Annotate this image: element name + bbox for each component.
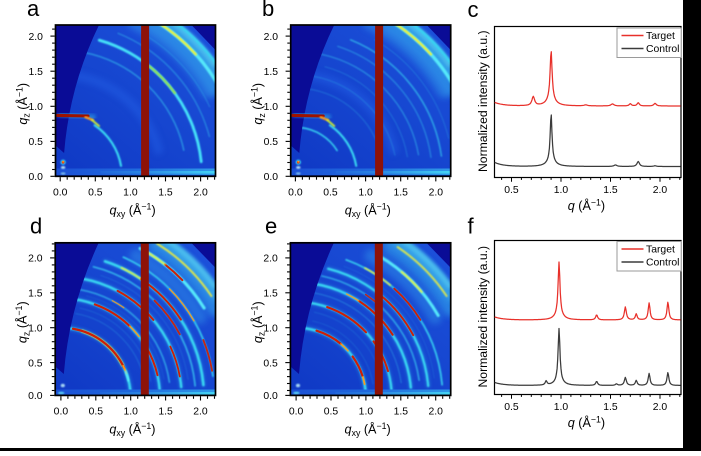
svg-text:0.5: 0.5: [323, 188, 338, 199]
svg-text:q (Å−1): q (Å−1): [568, 414, 605, 430]
svg-text:f: f: [468, 214, 475, 239]
svg-text:Normalized intensity (a.u.): Normalized intensity (a.u.): [476, 30, 490, 172]
svg-text:Normalized intensity (a.u.): Normalized intensity (a.u.): [476, 246, 490, 388]
svg-text:0.0: 0.0: [54, 407, 69, 418]
svg-text:qxy (Å−1): qxy (Å−1): [345, 421, 391, 438]
svg-text:qxy (Å−1): qxy (Å−1): [109, 421, 155, 438]
svg-text:1.0: 1.0: [358, 188, 373, 199]
svg-text:2.0: 2.0: [193, 188, 208, 199]
svg-text:0.0: 0.0: [263, 391, 278, 402]
svg-text:1.0: 1.0: [28, 102, 43, 113]
svg-text:2.0: 2.0: [428, 407, 443, 418]
svg-text:e: e: [265, 214, 277, 239]
svg-text:2.0: 2.0: [653, 402, 668, 413]
svg-text:2.0: 2.0: [429, 188, 444, 199]
svg-text:0.5: 0.5: [263, 358, 278, 369]
svg-text:1.5: 1.5: [603, 402, 618, 413]
svg-text:qz (Å−1): qz (Å−1): [250, 83, 267, 125]
svg-text:1.0: 1.0: [264, 102, 279, 113]
svg-text:1.5: 1.5: [158, 407, 173, 418]
svg-text:1.0: 1.0: [263, 323, 278, 334]
svg-text:1.5: 1.5: [158, 188, 173, 199]
svg-text:a: a: [27, 0, 40, 21]
svg-text:1.5: 1.5: [263, 289, 278, 300]
svg-text:Control: Control: [646, 258, 680, 269]
svg-text:b: b: [262, 0, 274, 21]
svg-text:0.0: 0.0: [28, 172, 43, 183]
svg-text:0.5: 0.5: [264, 137, 279, 148]
svg-text:0.0: 0.0: [288, 188, 303, 199]
svg-text:0.5: 0.5: [324, 407, 339, 418]
svg-text:qz (Å−1): qz (Å−1): [249, 301, 266, 343]
svg-text:1.0: 1.0: [554, 185, 569, 196]
svg-text:d: d: [30, 214, 42, 239]
svg-text:Control: Control: [646, 44, 680, 55]
svg-text:0.5: 0.5: [89, 407, 104, 418]
svg-text:2.0: 2.0: [653, 185, 668, 196]
svg-text:q (Å−1): q (Å−1): [568, 197, 605, 213]
svg-text:1.0: 1.0: [123, 188, 138, 199]
svg-text:2.0: 2.0: [193, 407, 208, 418]
svg-text:Target: Target: [646, 31, 675, 42]
svg-text:2.0: 2.0: [28, 32, 43, 43]
svg-text:1.0: 1.0: [359, 407, 374, 418]
svg-text:1.0: 1.0: [28, 323, 43, 334]
svg-text:1.5: 1.5: [28, 67, 43, 78]
svg-text:1.5: 1.5: [394, 407, 409, 418]
svg-text:1.0: 1.0: [554, 402, 569, 413]
svg-text:1.0: 1.0: [123, 407, 138, 418]
svg-text:0.5: 0.5: [504, 402, 519, 413]
svg-text:2.0: 2.0: [264, 32, 279, 43]
svg-text:1.5: 1.5: [603, 185, 618, 196]
svg-text:0.0: 0.0: [264, 172, 279, 183]
svg-text:0.5: 0.5: [504, 185, 519, 196]
svg-text:qxy (Å−1): qxy (Å−1): [345, 202, 391, 219]
svg-text:1.5: 1.5: [28, 289, 43, 300]
svg-text:0.5: 0.5: [88, 188, 103, 199]
svg-text:0.0: 0.0: [289, 407, 304, 418]
svg-text:0.0: 0.0: [53, 188, 68, 199]
svg-text:2.0: 2.0: [28, 254, 43, 265]
svg-text:2.0: 2.0: [263, 254, 278, 265]
svg-text:c: c: [468, 0, 479, 22]
svg-text:qxy (Å−1): qxy (Å−1): [110, 202, 156, 219]
svg-text:qz (Å−1): qz (Å−1): [14, 301, 31, 343]
svg-text:1.5: 1.5: [264, 67, 279, 78]
svg-text:1.5: 1.5: [393, 188, 408, 199]
svg-text:0.5: 0.5: [28, 358, 43, 369]
svg-text:qz (Å−1): qz (Å−1): [14, 83, 31, 125]
svg-text:0.5: 0.5: [28, 137, 43, 148]
svg-text:0.0: 0.0: [28, 391, 43, 402]
svg-text:Target: Target: [646, 245, 675, 256]
